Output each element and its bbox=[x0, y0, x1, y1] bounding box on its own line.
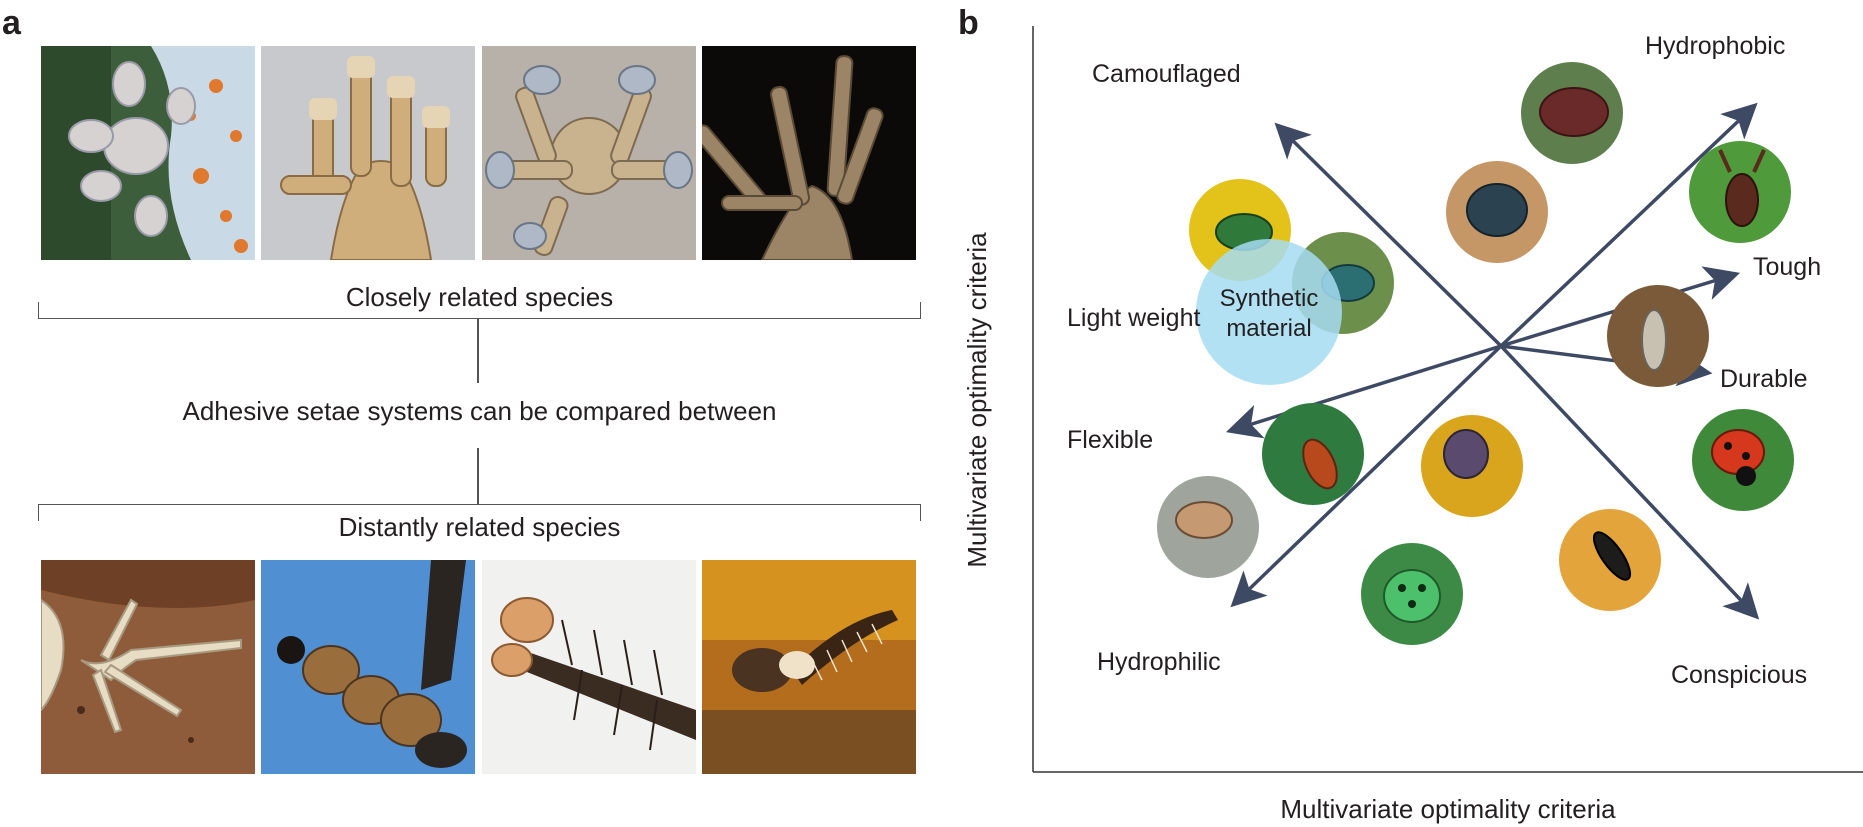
insect-tarsus-blue-sky-photo bbox=[261, 560, 475, 774]
panel-b: b bbox=[940, 0, 1863, 827]
distantly-related-species-label: Distantly related species bbox=[338, 512, 621, 542]
distantly-related-bracket bbox=[38, 504, 921, 521]
x-axis-label: Multivariate optimality criteria bbox=[1280, 794, 1616, 824]
closely-related-bracket bbox=[38, 302, 921, 319]
lizard-foot-on-rock-photo bbox=[41, 560, 255, 774]
connector-line-top bbox=[477, 319, 479, 383]
insect-leg-amber-photo bbox=[702, 560, 916, 774]
label-hydrophobic: Hydrophobic bbox=[1645, 32, 1785, 60]
synthetic-material-label-line1: Synthetic bbox=[1220, 285, 1319, 312]
stag-beetle-photo bbox=[1689, 141, 1791, 243]
spotted-tortoise-beetle-photo bbox=[1361, 543, 1463, 645]
brown-beetle-photo bbox=[1521, 62, 1623, 164]
panel-a-letter: a bbox=[2, 4, 21, 42]
panel-b-letter: b bbox=[958, 4, 979, 42]
connector-line-bottom bbox=[477, 448, 479, 504]
arrow-camouflaged bbox=[1274, 122, 1503, 348]
arrow-conspicious bbox=[1499, 344, 1760, 620]
arrow-hydrophobic bbox=[1499, 102, 1758, 348]
label-hydrophilic: Hydrophilic bbox=[1097, 648, 1221, 676]
gecko-foot-blue-photo bbox=[482, 46, 696, 260]
synthetic-material-circle bbox=[1196, 239, 1342, 385]
synthetic-material-label-line2: material bbox=[1226, 315, 1311, 342]
y-axis-label: Multivariate optimality criteria bbox=[962, 232, 992, 568]
ladybird-photo bbox=[1692, 409, 1794, 511]
longhorn-beetle-photo bbox=[1607, 285, 1709, 387]
weevil-photo bbox=[1421, 415, 1523, 517]
optimality-diagram: Synthetic material Camouflaged Hydrophob… bbox=[962, 26, 1863, 824]
beetle-leg-white-background-photo bbox=[482, 560, 696, 774]
cockchafer-photo bbox=[1157, 476, 1259, 578]
label-tough: Tough bbox=[1753, 253, 1821, 281]
label-conspicious: Conspicious bbox=[1671, 661, 1807, 689]
yellow-striped-beetle-photo bbox=[1559, 509, 1661, 611]
label-camouflaged: Camouflaged bbox=[1092, 60, 1241, 88]
gecko-foot-orange-spotted-photo bbox=[41, 46, 255, 260]
blue-dung-beetle-photo bbox=[1446, 161, 1548, 263]
comparison-statement: Adhesive setae systems can be compared b… bbox=[182, 396, 777, 426]
red-leaf-beetle-photo bbox=[1262, 403, 1364, 505]
label-flexible: Flexible bbox=[1067, 426, 1153, 454]
gecko-foot-dark-background-photo bbox=[702, 46, 916, 260]
arrow-hydrophilic bbox=[1230, 344, 1503, 608]
label-light-weight: Light weight bbox=[1067, 304, 1200, 332]
closely-related-species-label: Closely related species bbox=[345, 282, 614, 312]
gecko-foot-grey-photo bbox=[261, 46, 475, 260]
label-durable: Durable bbox=[1720, 365, 1808, 393]
